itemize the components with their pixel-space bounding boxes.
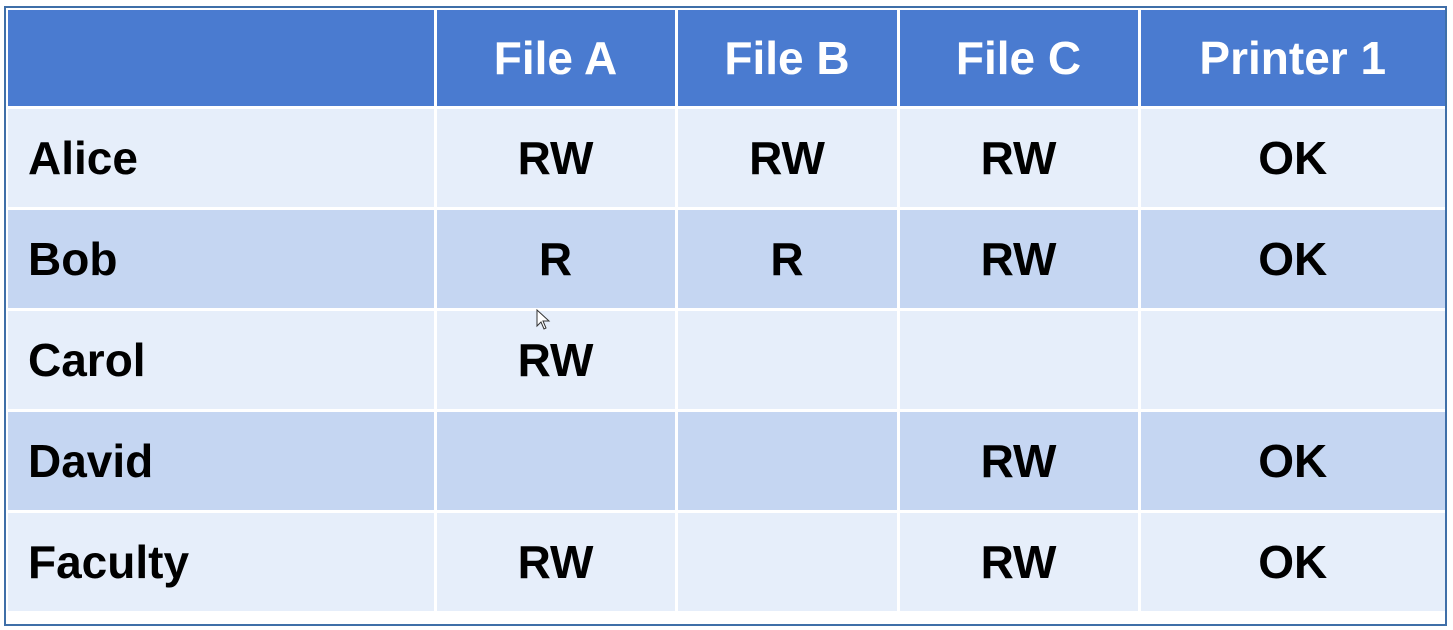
cell: RW [896, 510, 1141, 611]
cell [1137, 308, 1445, 412]
cell: OK [1137, 106, 1445, 210]
access-matrix-table: File A File B File C Printer 1 Alice RW … [8, 10, 1445, 611]
row-subject: Bob [8, 207, 437, 311]
cell [674, 308, 900, 412]
row-subject: David [8, 409, 437, 513]
access-control-matrix: File A File B File C Printer 1 Alice RW … [4, 6, 1447, 626]
cell: OK [1137, 409, 1445, 513]
cell: RW [433, 510, 678, 611]
row-subject: Alice [8, 106, 437, 210]
row-subject: Faculty [8, 510, 437, 611]
cell: RW [433, 308, 678, 412]
cell: RW [896, 106, 1141, 210]
header-row: File A File B File C Printer 1 [8, 10, 1445, 109]
cell: R [674, 207, 900, 311]
header-file-b: File B [674, 10, 900, 109]
table-row: Alice RW RW RW OK [8, 106, 1445, 210]
cell: OK [1137, 510, 1445, 611]
cell: RW [674, 106, 900, 210]
cell [674, 409, 900, 513]
cell: R [433, 207, 678, 311]
cell [674, 510, 900, 611]
cell: RW [896, 207, 1141, 311]
header-corner [8, 10, 437, 109]
table-row: Faculty RW RW OK [8, 510, 1445, 611]
header-printer-1: Printer 1 [1137, 10, 1445, 109]
table-row: Bob R R RW OK [8, 207, 1445, 311]
header-file-c: File C [896, 10, 1141, 109]
mouse-pointer-icon [536, 309, 551, 330]
cell: RW [433, 106, 678, 210]
header-file-a: File A [433, 10, 678, 109]
table-row: Carol RW [8, 308, 1445, 412]
cell: RW [896, 409, 1141, 513]
row-subject: Carol [8, 308, 437, 412]
cell [433, 409, 678, 513]
cell: OK [1137, 207, 1445, 311]
cell [896, 308, 1141, 412]
table-row: David RW OK [8, 409, 1445, 513]
